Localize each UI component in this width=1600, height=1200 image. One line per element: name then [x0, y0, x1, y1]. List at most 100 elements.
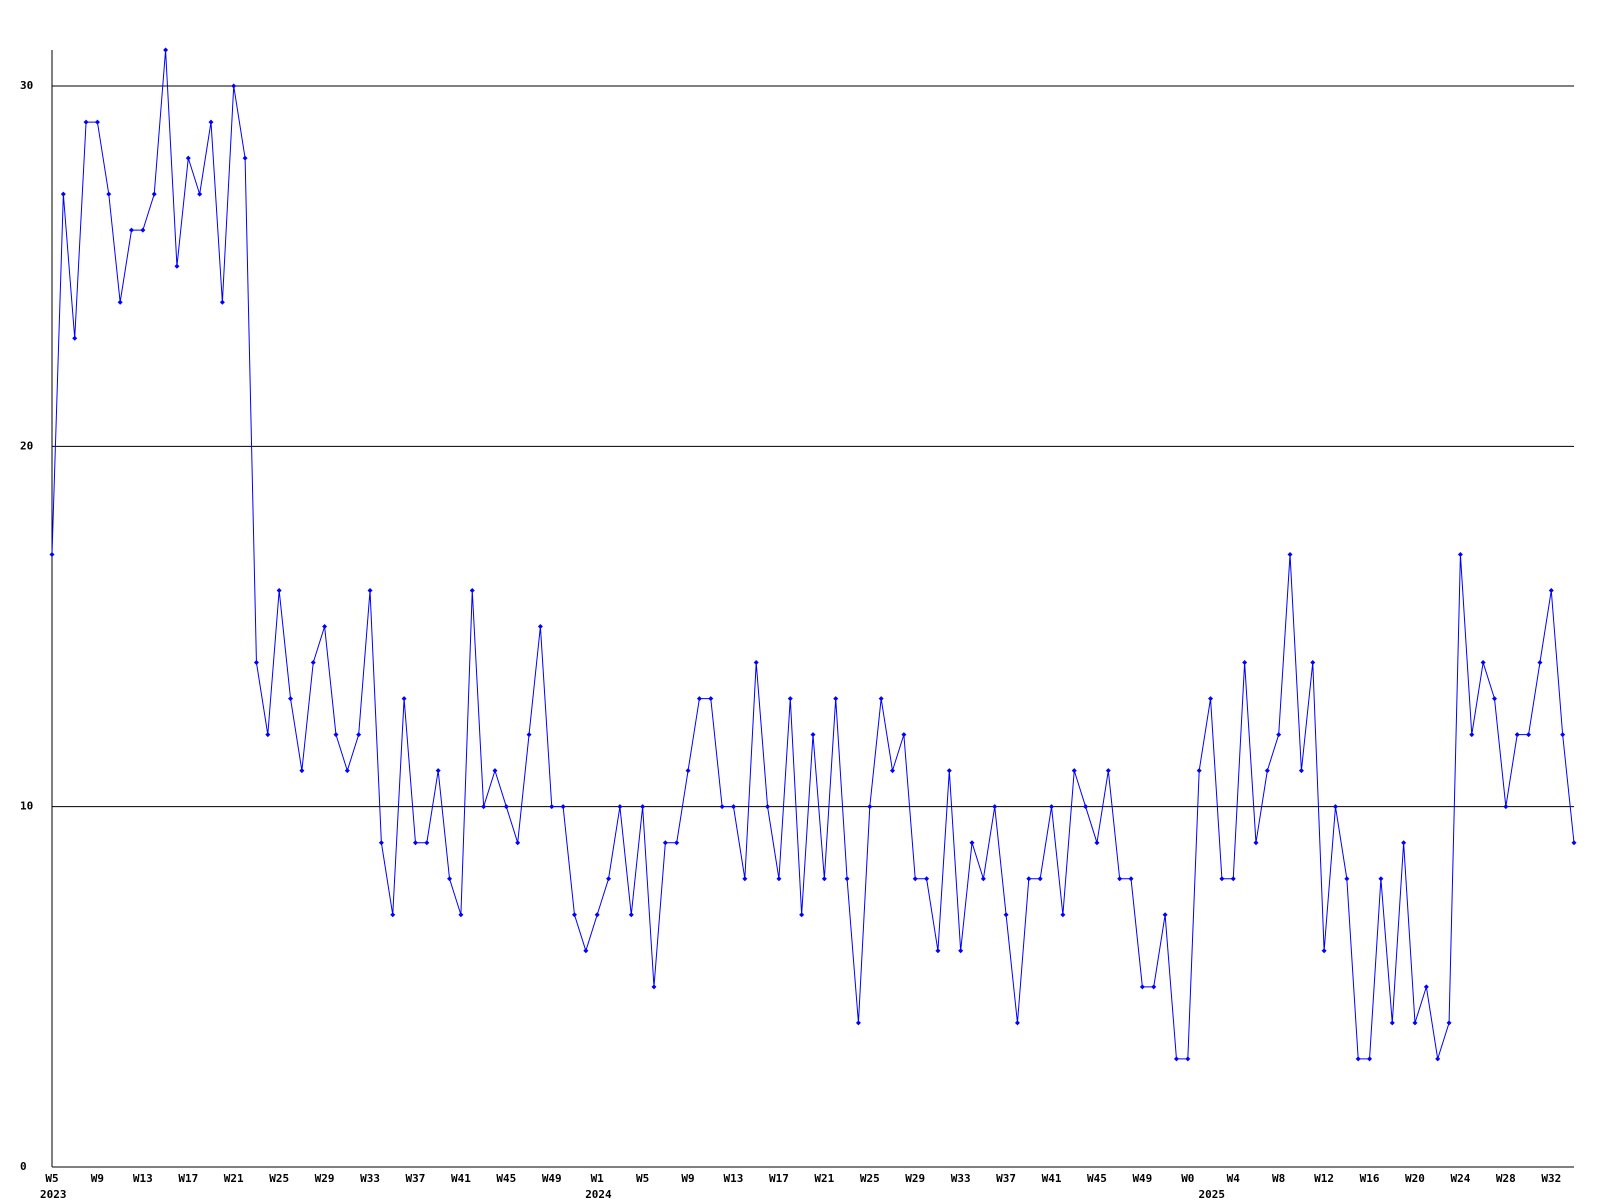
data-point [1321, 948, 1327, 954]
data-point [1230, 876, 1236, 882]
x-tick-label: W33 [951, 1172, 971, 1185]
data-point [1491, 696, 1497, 702]
data-point [1469, 732, 1475, 738]
data-point [924, 876, 930, 882]
data-point [117, 299, 123, 305]
data-point [1571, 840, 1577, 846]
data-point [401, 696, 407, 702]
data-point [1264, 768, 1270, 774]
data-point [1185, 1056, 1191, 1062]
data-point [1196, 768, 1202, 774]
data-point [1026, 876, 1032, 882]
data-point [1389, 1020, 1395, 1026]
x-tick-label: W37 [996, 1172, 1016, 1185]
data-point [242, 155, 248, 161]
data-point [174, 263, 180, 269]
data-point [1298, 768, 1304, 774]
data-point [106, 191, 112, 197]
data-point [890, 768, 896, 774]
x-tick-label: W29 [905, 1172, 925, 1185]
data-point [810, 732, 816, 738]
data-point [1128, 876, 1134, 882]
data-point [1423, 984, 1429, 990]
data-point [1083, 804, 1089, 810]
data-point [1355, 1056, 1361, 1062]
data-point [333, 732, 339, 738]
data-point [1401, 840, 1407, 846]
data-point [322, 624, 328, 630]
x-tick-label: W5 [636, 1172, 649, 1185]
data-point [594, 912, 600, 918]
data-point [935, 948, 941, 954]
x-tick-label: W21 [814, 1172, 834, 1185]
data-point [1378, 876, 1384, 882]
data-point [1208, 696, 1214, 702]
data-point [617, 804, 623, 810]
data-point [549, 804, 555, 810]
data-point [867, 804, 873, 810]
data-point [980, 876, 986, 882]
data-point [1003, 912, 1009, 918]
x-tick-label: W9 [91, 1172, 104, 1185]
x-tick-label: W9 [681, 1172, 694, 1185]
data-point [560, 804, 566, 810]
data-point [163, 47, 169, 53]
data-point [288, 696, 294, 702]
x-tick-label: W5 [45, 1172, 58, 1185]
x-tick-label: W45 [1087, 1172, 1107, 1185]
data-point [1242, 660, 1248, 666]
data-point [265, 732, 271, 738]
data-point [185, 155, 191, 161]
data-point [469, 587, 475, 593]
data-point [1310, 660, 1316, 666]
x-tick-label: W8 [1272, 1172, 1285, 1185]
data-point [1060, 912, 1066, 918]
data-point [492, 768, 498, 774]
data-point [958, 948, 964, 954]
data-point [515, 840, 521, 846]
data-point [946, 768, 952, 774]
data-point [197, 191, 203, 197]
data-point [1514, 732, 1520, 738]
data-point [1503, 804, 1509, 810]
data-point [1253, 840, 1259, 846]
x-tick-label: W0 [1181, 1172, 1194, 1185]
data-point [1332, 804, 1338, 810]
x-tick-label: W21 [224, 1172, 244, 1185]
data-point [367, 587, 373, 593]
x-tick-label: W25 [860, 1172, 880, 1185]
x-tick-label: W28 [1496, 1172, 1516, 1185]
data-point [344, 768, 350, 774]
data-point [49, 551, 55, 557]
data-point [1139, 984, 1145, 990]
data-point [1412, 1020, 1418, 1026]
data-point [992, 804, 998, 810]
data-point [1094, 840, 1100, 846]
x-tick-label: W32 [1541, 1172, 1561, 1185]
x-tick-label: W13 [133, 1172, 153, 1185]
data-point [1446, 1020, 1452, 1026]
data-point [129, 227, 135, 233]
x-tick-label: W13 [724, 1172, 744, 1185]
data-point [776, 876, 782, 882]
data-point [662, 840, 668, 846]
data-point [140, 227, 146, 233]
data-point [571, 912, 577, 918]
data-point [1162, 912, 1168, 918]
data-point [1480, 660, 1486, 666]
data-point [583, 948, 589, 954]
data-point [1071, 768, 1077, 774]
y-tick-label: 30 [20, 79, 33, 92]
data-point [208, 119, 214, 125]
x-tick-label: W12 [1314, 1172, 1334, 1185]
data-point [821, 876, 827, 882]
x-tick-label: W24 [1450, 1172, 1470, 1185]
data-point [276, 587, 282, 593]
x-tick-label: W41 [1042, 1172, 1062, 1185]
data-point [1548, 587, 1554, 593]
data-point [787, 696, 793, 702]
data-point [1344, 876, 1350, 882]
data-point [458, 912, 464, 918]
data-point [1173, 1056, 1179, 1062]
